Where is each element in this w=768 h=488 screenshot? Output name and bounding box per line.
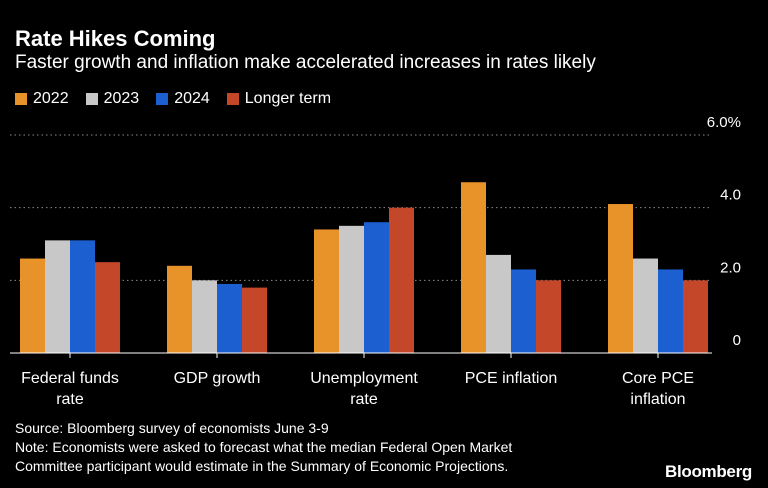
bar: [511, 269, 536, 353]
legend-item-2023: 2023: [85, 90, 140, 108]
legend-swatch-longer-term: [226, 93, 239, 105]
legend-label-longer-term: Longer term: [244, 90, 332, 107]
bar: [486, 254, 511, 353]
bar: [461, 182, 486, 353]
legend-item-2022: 2022: [15, 90, 69, 108]
legend-label-2023: 2023: [103, 90, 140, 107]
bar: [389, 207, 414, 353]
x-tick-label: Federal funds: [21, 370, 119, 387]
x-tick-label: rate: [56, 391, 84, 408]
bloomberg-logo: Bloomberg: [664, 462, 752, 481]
legend-swatch-2022: [15, 93, 27, 105]
bar: [217, 283, 242, 353]
x-tick-label: rate: [350, 391, 378, 408]
bar: [658, 269, 683, 353]
x-tick-label: GDP growth: [174, 370, 261, 387]
y-tick-label: 2.0: [720, 259, 741, 276]
x-tick-label: PCE inflation: [465, 370, 558, 387]
bar: [339, 225, 364, 353]
legend-label-2024: 2024: [174, 90, 210, 107]
bar: [167, 265, 192, 353]
legend-item-2024: 2024: [156, 90, 210, 108]
y-tick-label: 4.0: [720, 187, 741, 204]
bar: [364, 222, 389, 353]
bar: [192, 280, 217, 353]
chart-title: Rate Hikes Coming: [15, 26, 216, 51]
footnote-line-2: Committee participant would estimate in …: [15, 458, 509, 474]
chart-subtitle: Faster growth and inflation make acceler…: [15, 52, 596, 73]
source-note: Source: Bloomberg survey of economists J…: [15, 420, 329, 436]
footnote-line-1: Note: Economists were asked to forecast …: [15, 439, 513, 455]
bar: [683, 280, 708, 353]
legend-item-longer-term: Longer term: [226, 90, 332, 108]
x-tick-label: Core PCE: [622, 370, 694, 387]
bar: [633, 258, 658, 353]
y-tick-label: 0: [733, 332, 741, 349]
bar: [536, 280, 561, 353]
x-tick-label: inflation: [630, 391, 685, 408]
bar: [95, 262, 120, 353]
legend: 2022 2023 2024 Longer term: [15, 90, 348, 108]
bar: [20, 258, 45, 353]
legend-swatch-2023: [85, 93, 98, 105]
bar: [70, 240, 95, 353]
bar-chart: 0 2.0 4.0 6.0% Federal funds rate GDP growth Un…: [10, 114, 741, 408]
bar: [242, 287, 267, 353]
y-tick-label: 6.0%: [707, 114, 741, 131]
bar: [314, 229, 339, 353]
legend-label-2022: 2022: [33, 90, 69, 107]
bar: [45, 240, 70, 353]
bar: [608, 204, 633, 353]
x-tick-label: Unemployment: [310, 370, 418, 387]
legend-swatch-2024: [156, 93, 169, 105]
